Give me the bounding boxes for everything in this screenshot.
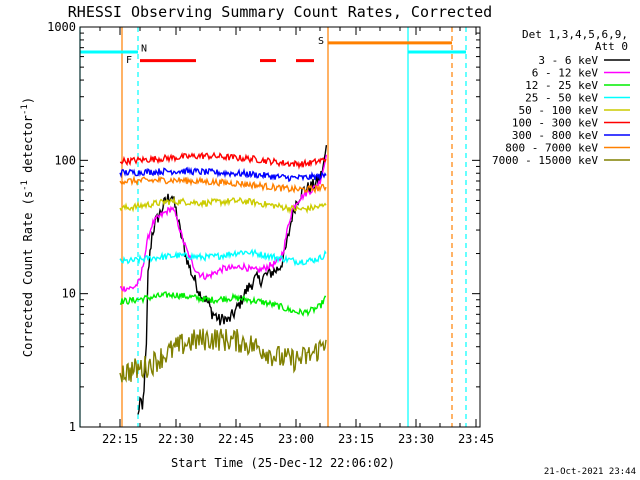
flag-label-2: S [318, 36, 324, 47]
legend-label-6: 300 - 800 keV [512, 129, 598, 142]
legend-label-8: 7000 - 15000 keV [492, 154, 598, 167]
series-line-5 [119, 151, 327, 170]
y-axis-label-sup1: -1 [20, 180, 30, 191]
timestamp: 21-Oct-2021 23:44 [544, 467, 636, 477]
y-axis-label-end: ) [21, 97, 35, 104]
series-line-1 [119, 154, 328, 293]
legend-label-7: 800 - 7000 keV [505, 142, 598, 155]
x-tick-label-3: 23:00 [278, 432, 314, 446]
x-tick-label-4: 23:15 [338, 432, 374, 446]
y-tick-label-1: 10 [62, 287, 76, 301]
x-tick-label-1: 22:30 [158, 432, 194, 446]
x-tick-label-5: 23:30 [398, 432, 434, 446]
legend-label-3: 25 - 50 keV [525, 92, 598, 105]
series-line-4 [119, 196, 327, 215]
x-tick-label-0: 22:15 [102, 432, 138, 446]
chart-title: RHESSI Observing Summary Count Rates, Co… [68, 3, 492, 21]
x-axis-ticks: 22:15 22:30 22:45 23:00 23:15 23:30 23:45 [79, 27, 494, 446]
y-tick-label-3: 1000 [47, 20, 76, 34]
y-axis-label-main: Corrected Count Rate (s [21, 191, 35, 357]
y-axis-label-mid: detector [21, 115, 35, 180]
flag-label-1: F [126, 55, 132, 66]
series-lines [119, 145, 328, 415]
series-line-6 [119, 166, 327, 183]
legend-header-line1: Det 1,3,4,5,6,9, [522, 28, 628, 41]
legend-label-4: 50 - 100 keV [519, 104, 599, 117]
x-axis-label: Start Time (25-Dec-12 22:06:02) [171, 456, 395, 470]
series-line-3 [119, 248, 327, 267]
y-tick-label-0: 1 [69, 420, 76, 434]
x-tick-label-6: 23:45 [458, 432, 494, 446]
x-tick-label-2: 22:45 [218, 432, 254, 446]
flag-segments [80, 41, 466, 63]
flag-labels: NF S [126, 36, 324, 66]
series-line-7 [119, 175, 327, 194]
y-axis-label-sup2: -1 [20, 104, 30, 115]
y-tick-label-2: 100 [54, 153, 76, 167]
legend-label-0: 3 - 6 keV [538, 54, 598, 67]
y-axis-label: Corrected Count Rate (s-1 detector-1) [20, 97, 35, 357]
series-line-2 [119, 291, 327, 318]
legend-header-line2: Att 0 [595, 40, 628, 53]
series-line-8 [119, 328, 327, 383]
legend-label-1: 6 - 12 keV [532, 67, 599, 80]
legend-label-2: 12 - 25 keV [525, 79, 598, 92]
flag-label-0: N [141, 44, 147, 55]
legend-label-5: 100 - 300 keV [512, 117, 598, 130]
y-axis-ticks: 1 10 100 1000 [47, 20, 480, 434]
